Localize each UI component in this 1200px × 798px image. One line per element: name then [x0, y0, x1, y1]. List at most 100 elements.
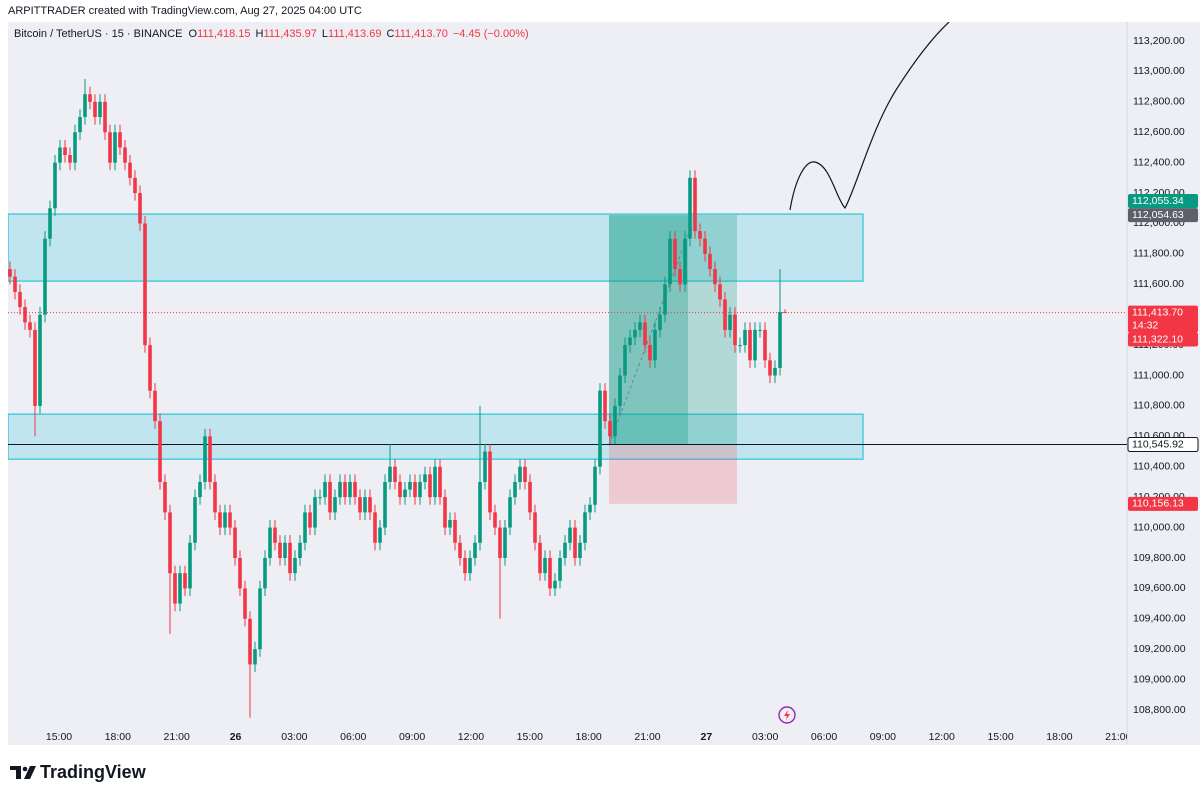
candle-body: [538, 542, 542, 574]
x-tick-label: 15:00: [987, 731, 1013, 743]
y-tick-label: 110,800.00: [1133, 400, 1185, 412]
y-tick-label: 109,600.00: [1133, 582, 1186, 594]
candle-body: [253, 649, 257, 665]
price-label: 111,413.70: [1132, 306, 1183, 318]
candle-body: [68, 155, 72, 163]
candle-body: [33, 329, 37, 406]
countdown: 14:32: [1132, 319, 1158, 331]
candle-body: [258, 588, 262, 650]
candle-body: [73, 132, 77, 163]
candle-body: [468, 557, 472, 574]
y-tick-label: 110,400.00: [1133, 461, 1185, 473]
candle-body: [658, 314, 662, 330]
x-tick-label: 15:00: [46, 731, 72, 743]
candle-body: [578, 542, 582, 558]
candle-body: [463, 557, 467, 574]
candle-body: [668, 238, 672, 285]
candle-body: [703, 238, 707, 254]
candle-body: [238, 557, 242, 589]
x-tick-label: 21:00: [164, 731, 190, 743]
candle-body: [728, 314, 732, 330]
candle-body: [723, 299, 727, 330]
candle-body: [28, 322, 32, 330]
candle-body: [308, 512, 312, 528]
y-tick-label: 109,800.00: [1133, 552, 1186, 564]
x-tick-label: 27: [701, 731, 713, 743]
candle-body: [333, 497, 337, 513]
candle-body: [143, 223, 147, 346]
candle-body: [263, 557, 267, 589]
candle-body: [603, 390, 607, 422]
candle-body: [768, 360, 772, 376]
candle-body: [53, 162, 57, 209]
candle-body: [313, 497, 317, 528]
candle-body: [268, 527, 272, 558]
x-tick-label: 18:00: [105, 731, 131, 743]
candle-body: [283, 542, 287, 558]
position-loss: [609, 444, 737, 504]
candle-body: [218, 512, 222, 528]
legend: Bitcoin / TetherUS · 15 · BINANCE O111,41…: [14, 28, 529, 40]
candle-body: [488, 451, 492, 513]
y-tick-label: 111,600.00: [1133, 278, 1184, 290]
candle-body: [553, 580, 557, 589]
candle-body: [608, 421, 612, 437]
y-tick-label: 110,000.00: [1133, 521, 1185, 533]
candle-body: [323, 481, 327, 498]
y-tick-label: 112,600.00: [1133, 126, 1185, 138]
candle-body: [88, 94, 92, 102]
candle-body: [448, 519, 452, 528]
candle-body: [328, 481, 332, 513]
candle-body: [128, 162, 132, 178]
x-tick-label: 21:00: [634, 731, 660, 743]
price-label-box: [1127, 437, 1199, 453]
ohlc-value: 111,435.97: [263, 28, 316, 40]
candle-body: [403, 489, 407, 498]
candle-body: [103, 101, 107, 133]
candle-body: [243, 588, 247, 619]
candle-body: [718, 284, 722, 300]
ohlc-value: 111,413.70: [394, 28, 447, 40]
candle-body: [593, 466, 597, 505]
candle-body: [773, 367, 777, 376]
candle-body: [473, 542, 477, 558]
candle-body: [138, 193, 142, 224]
candle-body: [48, 208, 52, 239]
price-label-box: [1128, 194, 1198, 209]
y-tick-label: 111,800.00: [1133, 248, 1184, 260]
ohlc-key: H: [256, 28, 264, 40]
candle-body: [273, 527, 277, 543]
plot: [8, 22, 1127, 718]
y-tick-label: 113,000.00: [1133, 65, 1185, 77]
candle-body: [618, 375, 622, 406]
y-tick-label: 108,800.00: [1133, 704, 1186, 716]
candle-body: [23, 307, 27, 323]
x-tick-label: 03:00: [281, 731, 307, 743]
candle-body: [168, 512, 172, 574]
candle-body: [698, 231, 702, 239]
y-tick-label: 109,000.00: [1133, 673, 1186, 685]
y-tick-label: 111,000.00: [1133, 369, 1184, 381]
candle-body: [408, 481, 412, 490]
flash-icon: [778, 706, 796, 724]
candle-body: [13, 276, 17, 292]
candle-body: [753, 329, 757, 361]
candle-body: [338, 481, 342, 498]
candle-body: [163, 481, 167, 513]
candle-body: [548, 557, 552, 589]
y-tick-label: 109,400.00: [1133, 613, 1186, 625]
candle-body: [688, 177, 692, 239]
candle-body: [198, 481, 202, 498]
x-tick-label: 09:00: [399, 731, 425, 743]
candle-body: [228, 512, 232, 528]
candle-body: [733, 314, 737, 346]
candle-body: [223, 512, 227, 528]
ohlc-key: C: [386, 28, 394, 40]
candle-body: [118, 132, 122, 148]
candle-body: [778, 311, 782, 368]
candle-body: [278, 542, 282, 558]
candle-body: [183, 573, 187, 589]
time-axis: 15:00 18:00 21:00 26 03:00 06:00 09:00 12:00 15:…: [46, 731, 1127, 743]
candle-body: [208, 436, 212, 482]
candle-body: [713, 269, 717, 285]
